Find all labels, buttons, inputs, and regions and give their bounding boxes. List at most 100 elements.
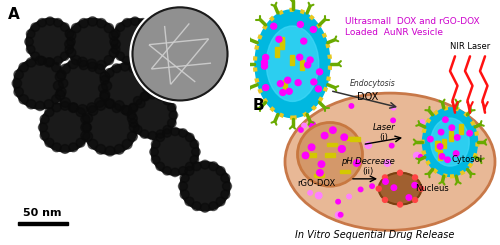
Text: A: A — [8, 7, 19, 22]
Circle shape — [152, 37, 160, 46]
Circle shape — [88, 17, 97, 26]
Circle shape — [44, 58, 54, 67]
Circle shape — [316, 69, 322, 75]
Circle shape — [192, 202, 201, 210]
Circle shape — [150, 148, 158, 156]
Circle shape — [26, 30, 35, 38]
Circle shape — [316, 192, 322, 199]
Circle shape — [79, 19, 88, 28]
Circle shape — [186, 133, 194, 142]
Circle shape — [72, 24, 81, 33]
Circle shape — [40, 115, 49, 123]
Text: B: B — [252, 98, 264, 113]
Circle shape — [141, 92, 150, 101]
Circle shape — [120, 62, 130, 71]
Circle shape — [151, 129, 199, 175]
Circle shape — [129, 122, 139, 132]
Text: pH Decrease: pH Decrease — [340, 157, 394, 166]
Bar — [438, 150, 442, 160]
Circle shape — [26, 99, 36, 109]
Circle shape — [162, 129, 172, 137]
Circle shape — [44, 99, 54, 109]
Circle shape — [138, 56, 147, 65]
Circle shape — [109, 48, 118, 57]
Circle shape — [404, 191, 411, 198]
Circle shape — [418, 155, 423, 159]
Circle shape — [36, 56, 44, 65]
Circle shape — [105, 146, 115, 156]
Circle shape — [316, 170, 323, 176]
Circle shape — [308, 191, 312, 195]
Bar — [300, 61, 304, 70]
Circle shape — [128, 111, 136, 119]
Circle shape — [146, 23, 154, 31]
Circle shape — [209, 202, 218, 210]
Circle shape — [336, 212, 342, 218]
Circle shape — [412, 197, 418, 202]
Circle shape — [60, 52, 69, 60]
Circle shape — [440, 154, 445, 159]
Circle shape — [60, 145, 70, 153]
Circle shape — [216, 167, 225, 175]
Bar — [340, 170, 349, 173]
Circle shape — [87, 59, 97, 69]
Circle shape — [178, 129, 188, 137]
FancyBboxPatch shape — [15, 208, 70, 227]
Circle shape — [162, 167, 172, 175]
Circle shape — [116, 23, 124, 31]
Circle shape — [338, 146, 345, 152]
Circle shape — [81, 131, 90, 140]
Circle shape — [120, 105, 130, 114]
Circle shape — [150, 45, 158, 54]
Circle shape — [262, 60, 268, 65]
Circle shape — [129, 104, 138, 112]
Circle shape — [336, 199, 340, 204]
Text: Endocytosis: Endocytosis — [350, 79, 396, 88]
Circle shape — [52, 63, 61, 72]
Circle shape — [110, 37, 118, 46]
Circle shape — [31, 52, 40, 60]
Circle shape — [406, 189, 411, 193]
Circle shape — [449, 125, 454, 130]
Circle shape — [82, 113, 92, 123]
Circle shape — [146, 52, 154, 60]
Ellipse shape — [422, 108, 478, 176]
Circle shape — [122, 19, 132, 27]
Circle shape — [284, 77, 290, 83]
Circle shape — [68, 59, 78, 69]
Circle shape — [58, 79, 68, 88]
Circle shape — [87, 103, 97, 112]
Circle shape — [168, 119, 176, 127]
Circle shape — [129, 64, 138, 73]
Circle shape — [82, 123, 92, 132]
Circle shape — [112, 30, 120, 38]
Circle shape — [192, 162, 201, 171]
Circle shape — [14, 58, 66, 109]
Circle shape — [69, 103, 78, 112]
Circle shape — [102, 81, 112, 91]
Circle shape — [382, 175, 388, 180]
Circle shape — [170, 168, 179, 177]
Circle shape — [185, 197, 194, 206]
Circle shape — [136, 99, 145, 108]
Circle shape — [60, 64, 70, 74]
Circle shape — [26, 58, 36, 67]
Circle shape — [130, 17, 140, 25]
Circle shape — [55, 72, 65, 82]
Circle shape — [391, 118, 396, 122]
Text: Laser: Laser — [372, 123, 395, 132]
Ellipse shape — [379, 173, 421, 205]
Circle shape — [286, 88, 292, 94]
Circle shape — [64, 39, 74, 49]
Circle shape — [76, 108, 85, 117]
Bar — [290, 55, 294, 65]
Circle shape — [309, 169, 316, 175]
Circle shape — [68, 103, 78, 112]
Circle shape — [134, 97, 142, 105]
Circle shape — [54, 81, 63, 91]
Circle shape — [122, 139, 132, 149]
Circle shape — [156, 162, 164, 171]
Circle shape — [56, 87, 66, 97]
Circle shape — [169, 111, 177, 119]
Circle shape — [338, 146, 345, 152]
